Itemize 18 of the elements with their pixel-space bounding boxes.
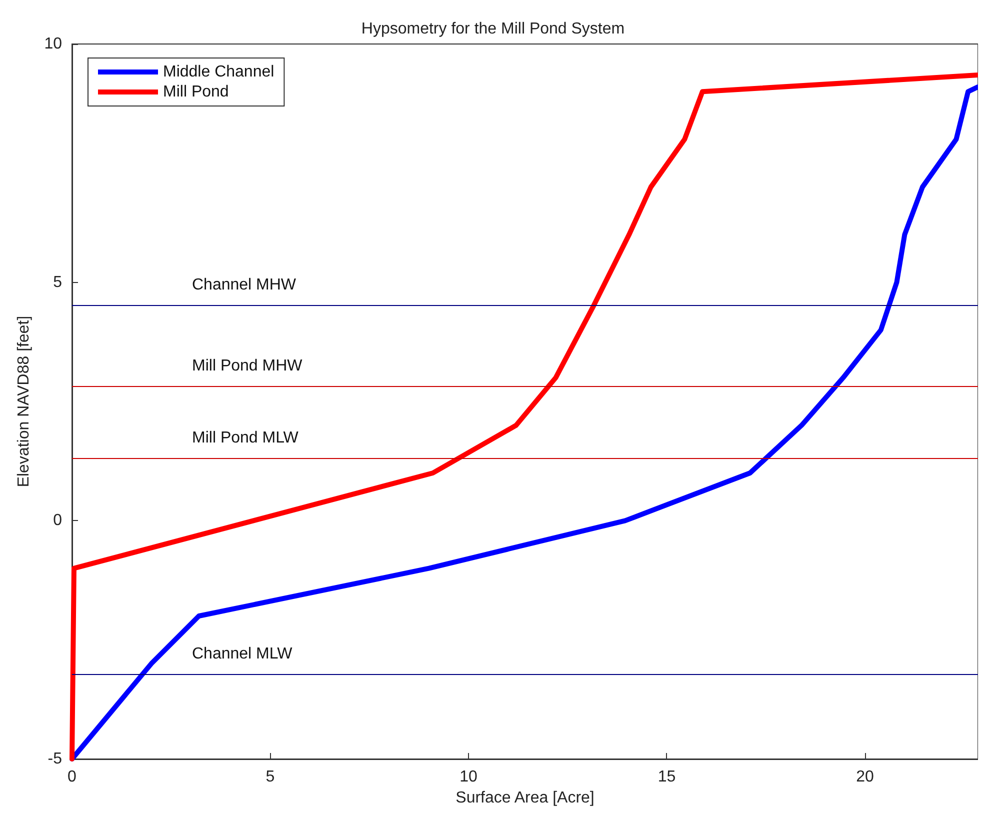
y-tick-label: 10 (44, 36, 62, 52)
x-tick-label: 5 (266, 768, 275, 786)
ref-line-label: Channel MHW (192, 276, 297, 294)
chart-title: Hypsometry for the Mill Pond System (361, 20, 625, 38)
x-tick-label: 20 (856, 768, 874, 786)
x-tick-label: 10 (460, 768, 478, 786)
x-tick-label: 15 (658, 768, 676, 786)
y-tick-label: 5 (53, 274, 62, 291)
ref-line-label: Mill Pond MLW (192, 430, 300, 447)
legend-label: Middle Channel (163, 64, 274, 80)
ref-line-label: Mill Pond MHW (192, 358, 304, 375)
ref-line-label: Channel MLW (192, 646, 294, 663)
y-axis-title: Elevation NAVD88 [feet] (16, 316, 32, 488)
x-axis-title: Surface Area [Acre] (456, 789, 594, 806)
y-tick-label: -5 (48, 750, 62, 768)
legend-label: Mill Pond (163, 84, 229, 100)
y-tick-label: 0 (53, 512, 62, 530)
x-tick-label: 0 (68, 768, 77, 786)
